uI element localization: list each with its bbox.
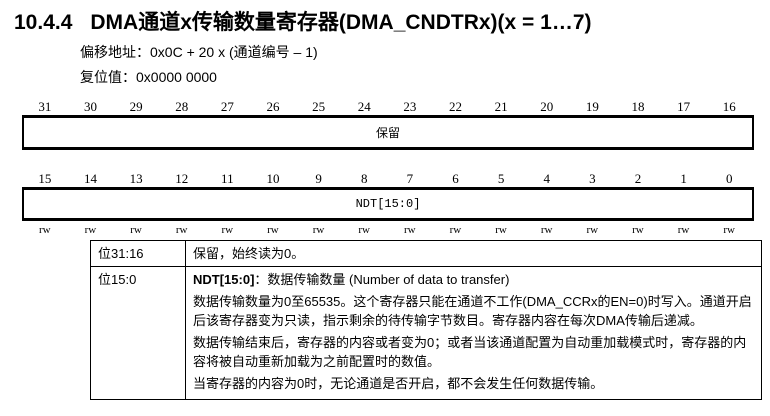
access-types: rw rw rw rw rw rw rw rw rw rw rw rw rw rw rw rw bbox=[22, 224, 752, 236]
section-title: 10.4.4 DMA通道x传输数量寄存器(DMA_CNDTRx)(x = 1…7) bbox=[14, 6, 592, 36]
desc-cell: NDT[15:0]：数据传输数量 (Number of data to tran… bbox=[185, 266, 762, 400]
access-label: rw bbox=[175, 224, 188, 236]
section-title-text: DMA通道x传输数量寄存器(DMA_CNDTRx)(x = 1…7) bbox=[90, 11, 592, 34]
access-label: rw bbox=[632, 224, 644, 236]
bit-number: 1 bbox=[680, 171, 687, 186]
reset-value: 复位值：0x0000 0000 bbox=[80, 69, 217, 85]
access-label: rw bbox=[84, 224, 97, 236]
ndt-field: NDT[15:0] bbox=[22, 187, 754, 221]
bit-number: 23 bbox=[403, 99, 417, 114]
access-label: rw bbox=[540, 224, 553, 236]
desc-cell: 保留，始终读为0。 bbox=[185, 240, 762, 267]
reserved-field: 保留 bbox=[22, 115, 754, 150]
access-label: rw bbox=[130, 224, 142, 236]
access-label: rw bbox=[677, 224, 690, 236]
bits-cell: 位31:16 bbox=[90, 240, 186, 267]
offset-address: 偏移地址：0x0C + 20 x (通道编号 – 1) bbox=[80, 44, 318, 60]
bit-number: 13 bbox=[129, 171, 143, 186]
bit-number: 24 bbox=[357, 99, 371, 114]
bit-number: 25 bbox=[312, 99, 326, 114]
bit-number: 4 bbox=[543, 171, 550, 186]
access-label: rw bbox=[586, 224, 599, 236]
bit-number: 29 bbox=[129, 99, 143, 114]
bit-number: 19 bbox=[585, 99, 599, 114]
bit-number: 5 bbox=[497, 171, 505, 186]
lower-bit-numbers: 15 14 13 12 11 10 9 8 7 6 5 4 3 2 1 0 bbox=[22, 171, 752, 187]
bit-number: 20 bbox=[540, 99, 554, 114]
table-row: 位31:16 保留，始终读为0。 bbox=[90, 240, 762, 267]
access-label: rw bbox=[723, 224, 735, 236]
desc-text: 数据传输结束后，寄存器的内容或者变为0；或者当该通道配置为自动重加载模式时，寄存… bbox=[193, 335, 747, 369]
bit-number: 18 bbox=[631, 99, 645, 114]
access-label: rw bbox=[358, 224, 370, 236]
access-label: rw bbox=[267, 224, 279, 236]
desc-text: 数据传输数量为0至65535。这个寄存器只能在通道不工作(DMA_CCRx的EN… bbox=[193, 294, 752, 328]
access-label: rw bbox=[495, 224, 507, 236]
bit-number: 11 bbox=[221, 171, 234, 186]
desc-text: 当寄存器的内容为0时，无论通道是否开启，都不会发生任何数据传输。 bbox=[193, 376, 604, 391]
bit-number: 8 bbox=[360, 171, 368, 186]
bit-number: 27 bbox=[220, 99, 234, 114]
bit-number: 2 bbox=[634, 171, 642, 186]
bit-number: 7 bbox=[406, 171, 414, 186]
access-label: rw bbox=[312, 224, 325, 236]
bit-number: 0 bbox=[725, 171, 733, 186]
access-label: rw bbox=[221, 224, 234, 236]
desc-text: 保留，始终读为0。 bbox=[193, 246, 305, 261]
bit-number: 17 bbox=[677, 99, 691, 114]
bits-cell: 位15:0 bbox=[90, 266, 186, 400]
bit-number: 26 bbox=[266, 99, 280, 114]
access-label: rw bbox=[39, 224, 51, 236]
bit-number: 16 bbox=[722, 99, 736, 114]
bit-number: 14 bbox=[83, 171, 97, 186]
bit-number: 15 bbox=[38, 171, 52, 186]
bit-description-table: 位31:16 保留，始终读为0。 位15:0 NDT[15:0]：数据传输数量 … bbox=[90, 240, 762, 400]
bit-number: 9 bbox=[315, 171, 322, 186]
field-title: ：数据传输数量 (Number of data to transfer) bbox=[254, 272, 510, 287]
bit-number: 3 bbox=[589, 171, 596, 186]
bit-number: 10 bbox=[266, 171, 280, 186]
bit-number: 12 bbox=[175, 171, 189, 186]
field-name: NDT[15:0] bbox=[193, 272, 255, 287]
upper-bit-numbers: 31 30 29 28 27 26 25 24 23 22 21 20 19 18 17 16 bbox=[22, 99, 752, 115]
bit-number: 30 bbox=[83, 99, 97, 114]
bit-number: 31 bbox=[38, 99, 52, 114]
bit-number: 6 bbox=[452, 171, 459, 186]
section-number: 10.4.4 bbox=[14, 11, 73, 34]
table-row: 位15:0 NDT[15:0]：数据传输数量 (Number of data t… bbox=[90, 266, 762, 400]
bit-number: 28 bbox=[175, 99, 189, 114]
bit-number: 21 bbox=[494, 99, 508, 114]
bit-number: 22 bbox=[448, 99, 462, 114]
access-label: rw bbox=[449, 224, 462, 236]
access-label: rw bbox=[404, 224, 416, 236]
